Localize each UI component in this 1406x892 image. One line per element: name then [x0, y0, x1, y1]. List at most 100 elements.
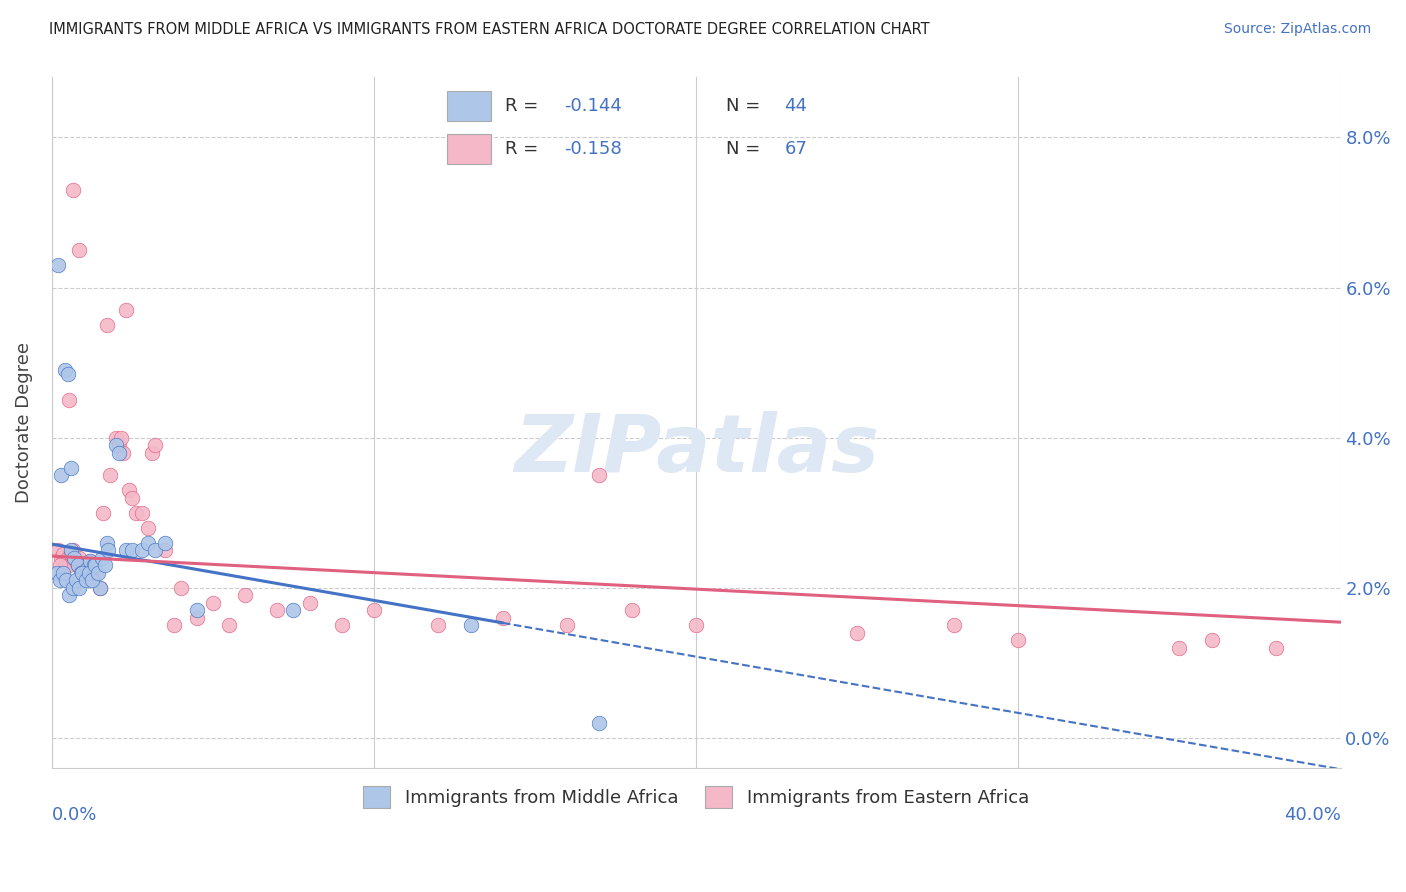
Point [427, 618, 450, 632]
Point [588, 468, 610, 483]
Point [73, 569, 96, 583]
Point [65, 554, 87, 568]
Point [460, 618, 482, 632]
Point [124, 506, 146, 520]
Point [186, 610, 208, 624]
Point [60, 543, 83, 558]
Point [53, 363, 76, 377]
Point [846, 625, 869, 640]
Point [46, 543, 69, 558]
Point [108, 438, 131, 452]
Text: Source: ZipAtlas.com: Source: ZipAtlas.com [1223, 22, 1371, 37]
Point [138, 535, 160, 549]
Point [685, 618, 707, 632]
Point [49, 573, 72, 587]
Point [115, 303, 138, 318]
Point [588, 715, 610, 730]
Point [62, 581, 84, 595]
Point [63, 550, 86, 565]
Point [80, 562, 103, 576]
Point [84, 558, 107, 573]
Point [108, 445, 131, 459]
Point [330, 618, 353, 632]
Point [233, 588, 256, 602]
Point [105, 431, 128, 445]
Point [77, 566, 100, 580]
Point [51, 550, 73, 565]
Point [69, 558, 91, 573]
Point [131, 543, 153, 558]
Point [620, 603, 643, 617]
Point [72, 566, 94, 580]
Point [91, 506, 114, 520]
Point [131, 506, 153, 520]
Point [118, 483, 141, 497]
Point [363, 603, 385, 617]
Point [62, 543, 84, 558]
Point [298, 596, 321, 610]
Point [96, 318, 118, 332]
Point [45, 566, 67, 580]
Point [94, 558, 117, 573]
Point [1265, 640, 1288, 655]
Point [1007, 633, 1029, 648]
Point [186, 603, 208, 617]
Point [1168, 640, 1191, 655]
Point [153, 535, 176, 549]
Point [169, 581, 191, 595]
Point [52, 566, 75, 580]
Point [163, 618, 186, 632]
Point [266, 603, 288, 617]
Point [62, 183, 84, 197]
Point [492, 610, 515, 624]
Point [72, 566, 94, 580]
Point [60, 547, 83, 561]
Point [218, 618, 240, 632]
Point [138, 520, 160, 534]
Point [83, 558, 105, 573]
Point [89, 581, 111, 595]
Point [83, 558, 105, 573]
Point [73, 558, 96, 573]
Point [115, 543, 138, 558]
Point [65, 573, 87, 587]
Text: IMMIGRANTS FROM MIDDLE AFRICA VS IMMIGRANTS FROM EASTERN AFRICA DOCTORATE DEGREE: IMMIGRANTS FROM MIDDLE AFRICA VS IMMIGRA… [49, 22, 929, 37]
Point [555, 618, 578, 632]
Text: 40.0%: 40.0% [1284, 805, 1340, 823]
Y-axis label: Doctorate Degree: Doctorate Degree [15, 342, 32, 503]
Point [46, 258, 69, 272]
Point [153, 543, 176, 558]
Point [84, 566, 107, 580]
Point [110, 431, 132, 445]
Point [66, 558, 89, 573]
Point [77, 566, 100, 580]
Point [96, 535, 118, 549]
Point [66, 558, 89, 573]
Point [98, 468, 121, 483]
Point [69, 566, 91, 580]
Point [56, 550, 79, 565]
Point [56, 367, 79, 381]
Point [89, 581, 111, 595]
Point [79, 554, 101, 568]
Point [79, 554, 101, 568]
Point [67, 550, 90, 565]
Point [58, 588, 80, 602]
Point [67, 243, 90, 257]
Point [87, 566, 110, 580]
Point [51, 468, 73, 483]
Point [201, 596, 224, 610]
Point [60, 460, 83, 475]
Text: 0.0%: 0.0% [52, 805, 97, 823]
Point [111, 445, 134, 459]
Point [55, 573, 77, 587]
Point [76, 558, 98, 573]
Point [52, 547, 75, 561]
Point [942, 618, 965, 632]
Point [67, 581, 90, 595]
Point [58, 393, 80, 408]
Point [49, 558, 72, 573]
Point [53, 558, 76, 573]
Point [76, 562, 98, 576]
Legend: Immigrants from Middle Africa, Immigrants from Eastern Africa: Immigrants from Middle Africa, Immigrant… [354, 777, 1038, 817]
